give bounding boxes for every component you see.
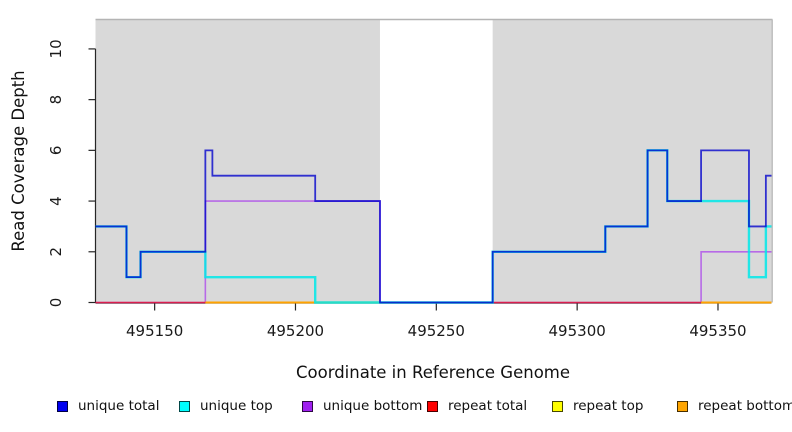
series-line-unique-total <box>95 149 772 304</box>
y-tick-label: 0 <box>47 298 65 308</box>
y-axis-title: Read Coverage Depth <box>9 70 28 251</box>
masked-region <box>379 19 493 303</box>
x-tick-label: 495300 <box>549 322 606 340</box>
y-tick-label: 10 <box>47 39 65 58</box>
plot-layer: 0 2 4 6 8 10 495150 495200 495250 495300 495350 <box>47 18 773 340</box>
y-tick-label: 2 <box>47 247 65 257</box>
x-axis-title: Coordinate in Reference Genome <box>296 363 570 382</box>
x-tick-label: 495200 <box>267 322 324 340</box>
x-tick-label: 495150 <box>126 322 183 340</box>
x-tick-label: 495250 <box>408 322 465 340</box>
y-tick-label: 8 <box>47 95 65 105</box>
y-tick-label: 6 <box>47 146 65 156</box>
y-tick-label: 4 <box>47 196 65 206</box>
x-tick-label: 495350 <box>689 322 746 340</box>
